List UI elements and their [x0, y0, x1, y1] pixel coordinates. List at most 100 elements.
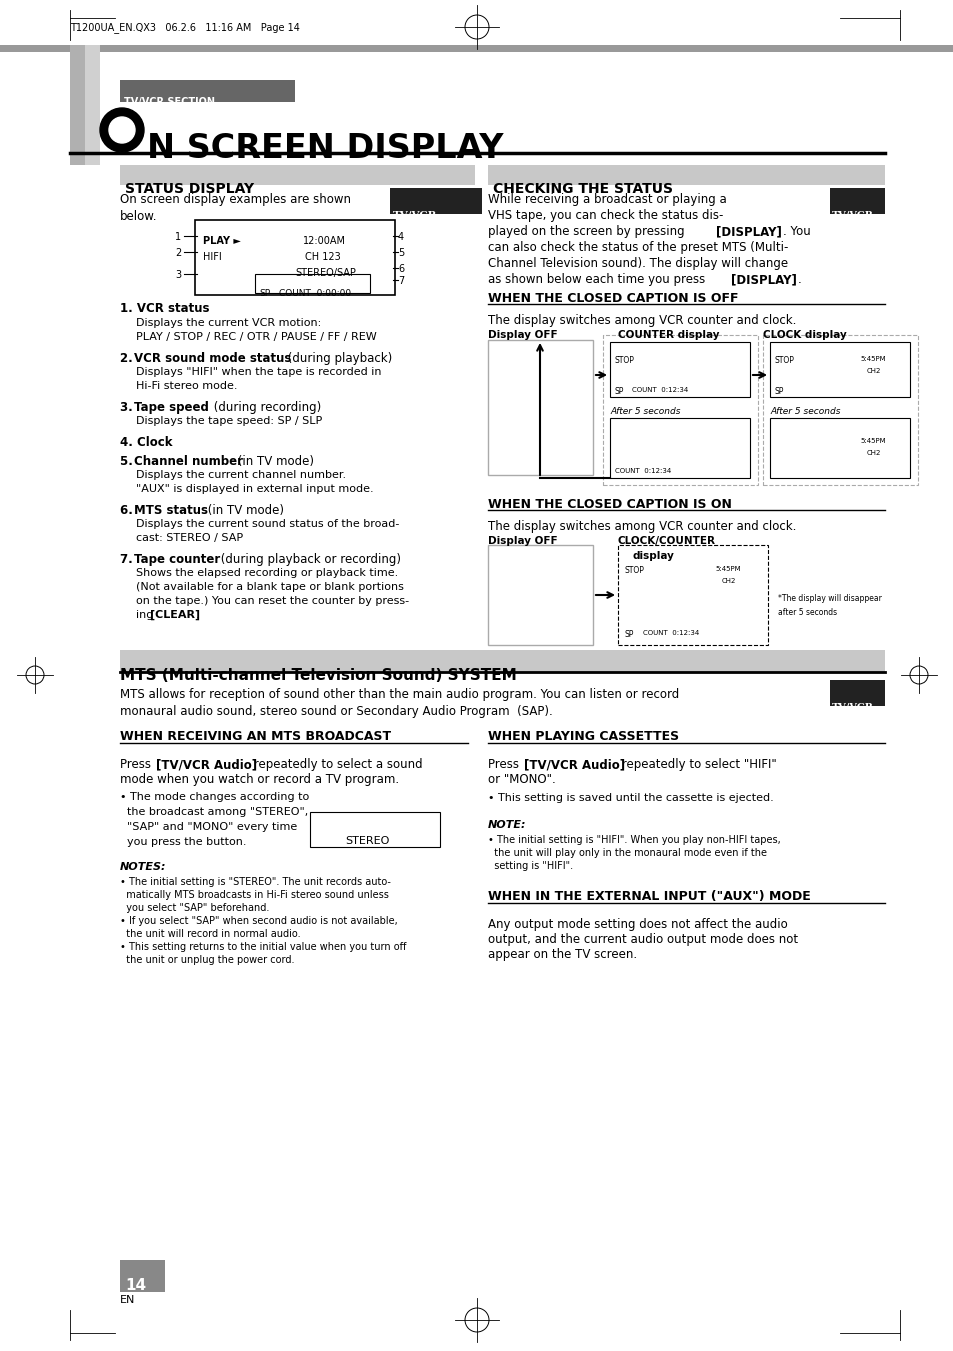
Text: below.: below.: [120, 209, 157, 223]
Text: CLOCK display: CLOCK display: [762, 330, 846, 340]
Text: . You: . You: [782, 226, 810, 238]
Text: CH 123: CH 123: [305, 253, 340, 262]
Text: .: .: [195, 611, 199, 620]
Text: HIFI: HIFI: [203, 253, 221, 262]
Text: cast: STEREO / SAP: cast: STEREO / SAP: [136, 534, 243, 543]
Bar: [70, 45, 85, 165]
Text: (during playback or recording): (during playback or recording): [216, 553, 400, 566]
Text: STOP: STOP: [624, 566, 644, 576]
Text: 4. Clock: 4. Clock: [120, 436, 172, 449]
Bar: [0, 45, 953, 51]
Text: • This setting returns to the initial value when you turn off: • This setting returns to the initial va…: [120, 942, 406, 952]
Text: 6: 6: [397, 263, 404, 274]
Text: VHS tape, you can check the status dis-: VHS tape, you can check the status dis-: [488, 209, 722, 222]
Text: Display OFF: Display OFF: [488, 330, 558, 340]
Text: On screen display examples are shown: On screen display examples are shown: [120, 193, 351, 205]
Text: [DISPLAY]: [DISPLAY]: [716, 226, 781, 238]
Bar: [829, 188, 884, 213]
Text: 5: 5: [397, 249, 404, 258]
Text: 3: 3: [174, 270, 181, 280]
Text: CHECKING THE STATUS: CHECKING THE STATUS: [493, 182, 672, 196]
Text: COUNT  0:12:34: COUNT 0:12:34: [631, 386, 687, 393]
Text: "AUX" is displayed in external input mode.: "AUX" is displayed in external input mod…: [136, 484, 374, 494]
Text: or "MONO".: or "MONO".: [488, 773, 556, 786]
Bar: [609, 342, 749, 397]
Text: MTS allows for reception of sound other than the main audio program. You can lis: MTS allows for reception of sound other …: [120, 688, 679, 701]
Bar: [602, 335, 758, 485]
Text: you select "SAP" beforehand.: you select "SAP" beforehand.: [120, 902, 269, 913]
Text: STEREO: STEREO: [345, 836, 389, 846]
Text: [CLEAR]: [CLEAR]: [150, 611, 200, 620]
Text: SP: SP: [615, 386, 623, 396]
Text: TV/VCR SECTION: TV/VCR SECTION: [124, 97, 214, 107]
Text: ing: ing: [136, 611, 156, 620]
Text: CLOCK/COUNTER: CLOCK/COUNTER: [618, 536, 716, 546]
Text: (Not available for a blank tape or blank portions: (Not available for a blank tape or blank…: [136, 582, 403, 592]
Text: on the tape.) You can reset the counter by press-: on the tape.) You can reset the counter …: [136, 596, 409, 607]
Text: WHEN PLAYING CASSETTES: WHEN PLAYING CASSETTES: [488, 730, 679, 743]
Text: [DISPLAY]: [DISPLAY]: [730, 273, 796, 286]
Text: Channel number: Channel number: [133, 455, 243, 467]
Bar: [120, 80, 294, 101]
Bar: [194, 220, 395, 295]
Text: 5.: 5.: [120, 455, 137, 467]
Text: • This setting is saved until the cassette is ejected.: • This setting is saved until the casset…: [488, 793, 773, 802]
Text: Channel Television sound). The display will change: Channel Television sound). The display w…: [488, 257, 787, 270]
Text: • The mode changes according to: • The mode changes according to: [120, 792, 309, 802]
Text: TV/VCR: TV/VCR: [831, 703, 873, 711]
Text: EN: EN: [120, 1296, 135, 1305]
Text: Tape speed: Tape speed: [133, 401, 209, 413]
Text: 6.: 6.: [120, 504, 137, 517]
Bar: [120, 650, 884, 671]
Text: COUNT  0:00:00: COUNT 0:00:00: [278, 289, 351, 299]
Text: you press the button.: you press the button.: [120, 838, 246, 847]
Text: CH2: CH2: [866, 450, 881, 457]
Text: After 5 seconds: After 5 seconds: [609, 407, 679, 416]
Bar: [618, 544, 767, 644]
Text: (in TV mode): (in TV mode): [233, 455, 314, 467]
Text: WHEN THE CLOSED CAPTION IS OFF: WHEN THE CLOSED CAPTION IS OFF: [488, 292, 738, 305]
Bar: [769, 342, 909, 397]
Text: The display switches among VCR counter and clock.: The display switches among VCR counter a…: [488, 313, 796, 327]
Text: *The display will disappear: *The display will disappear: [778, 594, 881, 603]
Text: the unit or unplug the power cord.: the unit or unplug the power cord.: [120, 955, 294, 965]
Text: CH2: CH2: [866, 367, 881, 374]
Text: mode when you watch or record a TV program.: mode when you watch or record a TV progr…: [120, 773, 398, 786]
Text: VCR sound mode status: VCR sound mode status: [133, 353, 291, 365]
Text: the broadcast among "STEREO",: the broadcast among "STEREO",: [120, 807, 308, 817]
Text: 7: 7: [397, 276, 404, 286]
Text: the unit will play only in the monaural mode even if the: the unit will play only in the monaural …: [488, 848, 766, 858]
Text: Press: Press: [120, 758, 154, 771]
Text: 14: 14: [125, 1278, 146, 1293]
Text: 5:45PM: 5:45PM: [859, 438, 884, 444]
Text: monaural audio sound, stereo sound or Secondary Audio Program  (SAP).: monaural audio sound, stereo sound or Se…: [120, 705, 552, 717]
Text: 2: 2: [174, 249, 181, 258]
Text: CH2: CH2: [721, 578, 736, 584]
Bar: [120, 1260, 165, 1292]
Text: Displays the current channel number.: Displays the current channel number.: [136, 470, 346, 480]
Text: NOTE:: NOTE:: [488, 820, 526, 830]
Text: T1200UA_EN.QX3   06.2.6   11:16 AM   Page 14: T1200UA_EN.QX3 06.2.6 11:16 AM Page 14: [70, 22, 299, 32]
Text: 2.: 2.: [120, 353, 136, 365]
Text: COUNTER display: COUNTER display: [618, 330, 719, 340]
Text: display: display: [633, 551, 674, 561]
Text: Any output mode setting does not affect the audio: Any output mode setting does not affect …: [488, 917, 787, 931]
Text: Displays the tape speed: SP / SLP: Displays the tape speed: SP / SLP: [136, 416, 322, 426]
Text: STATUS DISPLAY: STATUS DISPLAY: [125, 182, 253, 196]
Text: the unit will record in normal audio.: the unit will record in normal audio.: [120, 929, 300, 939]
Text: PLAY ►: PLAY ►: [203, 236, 240, 246]
Text: 3.: 3.: [120, 401, 136, 413]
Bar: [769, 417, 909, 478]
Text: STEREO/SAP: STEREO/SAP: [294, 267, 355, 278]
Bar: [488, 544, 593, 644]
Text: Hi-Fi stereo mode.: Hi-Fi stereo mode.: [136, 381, 237, 390]
Bar: [70, 45, 100, 165]
Text: SP: SP: [624, 630, 634, 639]
Text: repeatedly to select "HIFI": repeatedly to select "HIFI": [618, 758, 776, 771]
Text: While receiving a broadcast or playing a: While receiving a broadcast or playing a: [488, 193, 726, 205]
Text: (during recording): (during recording): [210, 401, 321, 413]
Text: played on the screen by pressing: played on the screen by pressing: [488, 226, 688, 238]
Text: Displays the current VCR motion:: Displays the current VCR motion:: [136, 317, 321, 328]
Bar: [829, 680, 884, 707]
Bar: [390, 188, 481, 213]
